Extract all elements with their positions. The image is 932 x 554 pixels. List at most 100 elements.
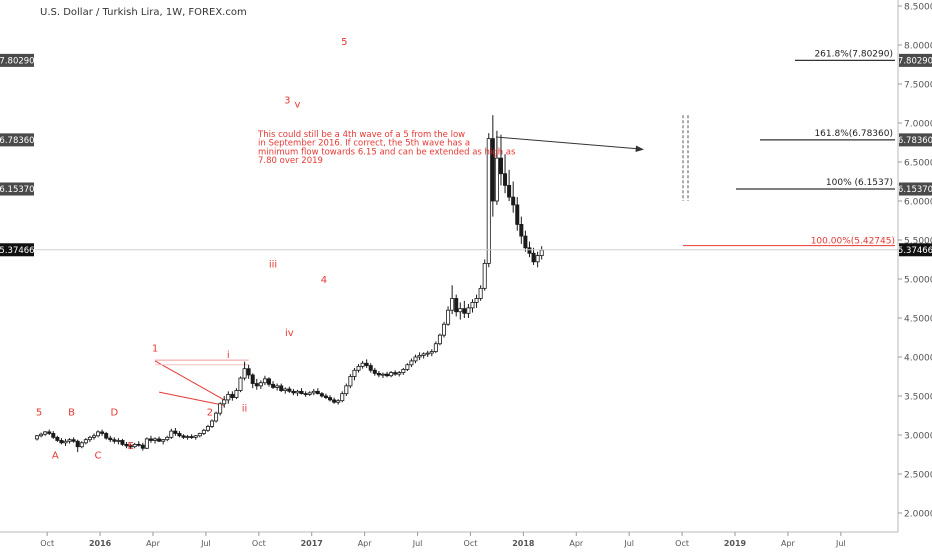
candle-down: [124, 443, 129, 447]
candle-up: [35, 435, 40, 440]
candle-up: [43, 431, 48, 435]
price-badge-left-label: 7.80290: [0, 57, 35, 67]
candle-up: [417, 355, 422, 358]
fib-level-label: 261.8%(7.80290): [814, 49, 893, 59]
candle-down: [173, 430, 178, 434]
triangle-upper-line: [154, 360, 225, 401]
y-tick-label: 5.50000: [904, 237, 932, 247]
wave-label: 3: [284, 96, 290, 107]
price-badge-left: [0, 53, 34, 67]
y-tick-label: 5.00000: [904, 276, 932, 286]
candle-up: [352, 369, 357, 377]
candle-up: [340, 393, 345, 402]
candle-up: [380, 373, 385, 376]
price-badge: [899, 133, 932, 147]
candle-down: [266, 378, 271, 385]
price-badge-label: 6.15370: [898, 185, 932, 195]
fib-level-label: 100% (6.1537): [826, 178, 893, 188]
x-tick-label: 2016: [89, 539, 112, 548]
candle-down: [503, 173, 508, 186]
candle-up: [295, 390, 300, 394]
candle-down: [112, 439, 117, 442]
candle-down: [498, 157, 503, 175]
chart-title: U.S. Dollar / Turkish Lira, 1W, FOREX.co…: [40, 7, 247, 18]
candle-up: [132, 443, 137, 448]
price-badge-label: 7.80290: [898, 57, 932, 67]
candle-down: [515, 204, 520, 225]
candle-down: [104, 433, 109, 439]
candle-down: [393, 372, 398, 375]
candle-up: [413, 356, 418, 362]
annotation-line: in September 2016. If correct, the 5th w…: [258, 139, 470, 149]
y-tick-label: 2.00000: [904, 510, 932, 520]
candle-up: [486, 138, 491, 264]
candle-up: [494, 157, 499, 202]
candle-up: [401, 369, 406, 374]
x-tick-label: Jul: [412, 539, 423, 548]
candle-up: [470, 301, 475, 309]
candle-up: [307, 392, 312, 395]
y-tick-label: 4.00000: [904, 354, 932, 364]
candle-down: [189, 436, 194, 438]
candle-down: [490, 138, 495, 202]
candle-down: [177, 433, 182, 437]
annotations-layer: This could still be a 4th wave of a 5 fr…: [257, 130, 644, 166]
triangle-pattern: [154, 359, 249, 406]
candles-layer: [35, 115, 544, 453]
candle-down: [230, 394, 235, 398]
candle-up: [275, 385, 280, 388]
x-tick-label: Apr: [781, 539, 796, 548]
wave-label: 1: [152, 344, 158, 355]
candle-down: [59, 440, 64, 444]
candle-down: [254, 383, 259, 387]
x-tick-label: 2017: [301, 539, 323, 548]
candle-up: [165, 436, 170, 441]
candle-up: [39, 433, 44, 437]
candle-up: [218, 403, 223, 414]
candle-down: [531, 252, 536, 263]
ext-level-label: 100.00%(5.42745): [811, 237, 895, 247]
candle-up: [360, 362, 365, 367]
candle-down: [328, 397, 333, 401]
candle-up: [169, 430, 174, 438]
x-tick-label: Jul: [623, 539, 634, 548]
wave-label: A: [52, 450, 59, 461]
candle-up: [421, 353, 426, 356]
candle-down: [507, 184, 512, 198]
triangle-lower-line: [159, 391, 225, 406]
candle-up: [87, 436, 92, 441]
time-axis[interactable]: Oct 2016 Apr Jul Oct 2017 Apr Jul Oct 2018 Apr Jul O…: [0, 531, 898, 548]
y-tick-label: 2.50000: [904, 471, 932, 481]
candle-down: [157, 438, 162, 442]
price-badge-label: 5.37466: [898, 246, 932, 256]
candle-up: [397, 372, 402, 375]
candle-up: [91, 435, 96, 438]
candle-up: [466, 307, 471, 314]
candle-down: [271, 383, 276, 388]
candle-up: [144, 438, 149, 449]
y-tick-label: 4.50000: [904, 315, 932, 325]
candle-up: [185, 436, 190, 438]
annotation-arrow-head: [635, 145, 644, 152]
wave-label: C: [95, 450, 102, 461]
candle-up: [258, 382, 263, 387]
candle-up: [205, 426, 210, 431]
candle-up: [356, 365, 361, 371]
x-tick-label: Oct: [252, 539, 266, 548]
candle-up: [262, 378, 267, 384]
wave-label: ii: [242, 404, 248, 415]
wave-label: B: [68, 408, 75, 419]
wave-label: 5: [36, 408, 42, 419]
candle-up: [474, 298, 479, 303]
price-badge-left: [0, 133, 34, 147]
candle-up: [238, 377, 243, 391]
candle-up: [535, 255, 540, 263]
candle-down: [385, 373, 390, 377]
candle-up: [153, 438, 158, 441]
y-tick-label: 3.50000: [904, 393, 932, 403]
price-axis[interactable]: 2.00000 2.50000 3.00000 3.50000 4.00000 4.500…: [0, 0, 932, 532]
candle-down: [291, 390, 296, 394]
price-badge: [899, 182, 932, 196]
